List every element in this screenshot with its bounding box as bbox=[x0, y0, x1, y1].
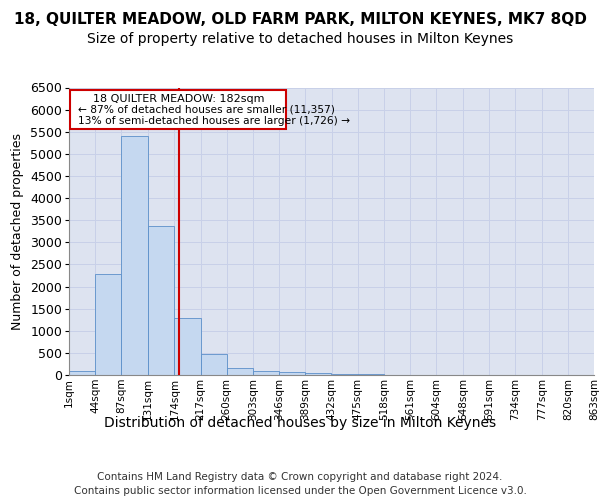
Bar bbox=[175, 318, 200, 375]
Bar bbox=[95, 274, 121, 375]
Text: 18, QUILTER MEADOW, OLD FARM PARK, MILTON KEYNES, MK7 8QD: 18, QUILTER MEADOW, OLD FARM PARK, MILTO… bbox=[14, 12, 586, 28]
Bar bbox=[148, 226, 175, 375]
FancyBboxPatch shape bbox=[70, 90, 286, 128]
Bar bbox=[331, 374, 358, 375]
Bar bbox=[121, 136, 148, 375]
Bar bbox=[200, 354, 227, 375]
Text: 18 QUILTER MEADOW: 182sqm: 18 QUILTER MEADOW: 182sqm bbox=[92, 94, 264, 104]
Text: Contains public sector information licensed under the Open Government Licence v3: Contains public sector information licen… bbox=[74, 486, 526, 496]
Text: Contains HM Land Registry data © Crown copyright and database right 2024.: Contains HM Land Registry data © Crown c… bbox=[97, 472, 503, 482]
Bar bbox=[305, 373, 331, 375]
Bar bbox=[227, 368, 253, 375]
Bar bbox=[253, 371, 279, 375]
Text: Size of property relative to detached houses in Milton Keynes: Size of property relative to detached ho… bbox=[87, 32, 513, 46]
Y-axis label: Number of detached properties: Number of detached properties bbox=[11, 132, 25, 330]
Bar bbox=[279, 372, 305, 375]
Bar bbox=[358, 374, 384, 375]
Text: Distribution of detached houses by size in Milton Keynes: Distribution of detached houses by size … bbox=[104, 416, 496, 430]
Text: 13% of semi-detached houses are larger (1,726) →: 13% of semi-detached houses are larger (… bbox=[77, 116, 350, 126]
Bar bbox=[69, 372, 95, 375]
Text: ← 87% of detached houses are smaller (11,357): ← 87% of detached houses are smaller (11… bbox=[77, 105, 334, 115]
